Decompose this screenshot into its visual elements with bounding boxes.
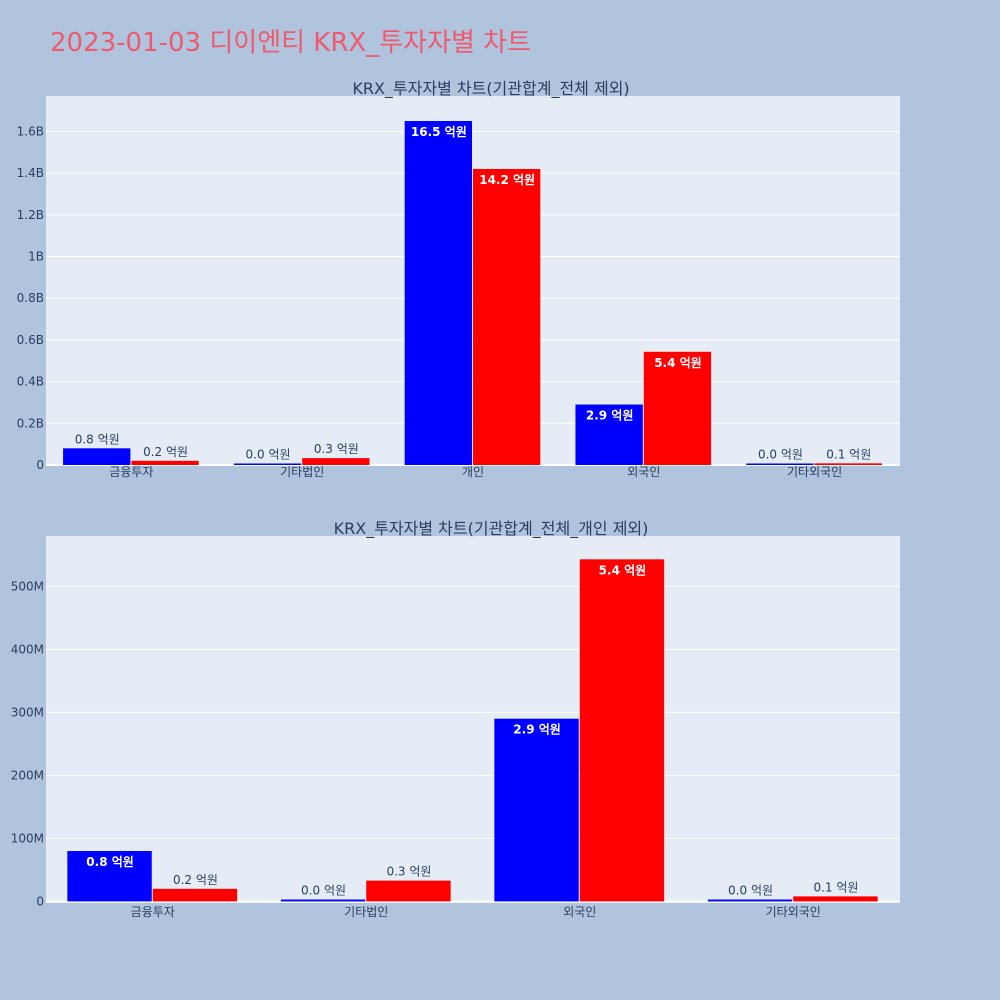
bar[interactable]	[233, 463, 302, 466]
data-label: 5.4 억원	[654, 356, 702, 370]
y-tick-label: 1B	[28, 250, 44, 264]
bar[interactable]	[280, 899, 366, 902]
y-tick-label: 1.2B	[17, 208, 44, 222]
bar[interactable]	[63, 448, 131, 465]
data-label: 5.4 억원	[599, 563, 647, 577]
x-tick-label: 기타법인	[344, 905, 388, 919]
bar[interactable]	[473, 168, 541, 465]
bar[interactable]	[131, 460, 199, 465]
y-tick-label: 300M	[11, 705, 44, 719]
bar[interactable]	[152, 888, 238, 902]
plot-area	[46, 536, 900, 903]
bar[interactable]	[793, 896, 878, 902]
bar[interactable]	[302, 458, 370, 465]
bar[interactable]	[67, 851, 152, 902]
bar[interactable]	[366, 880, 451, 902]
data-label: 0.0 억원	[301, 884, 346, 898]
data-label: 2.9 억원	[513, 723, 561, 737]
x-tick-label: 기타외국인	[787, 465, 842, 479]
data-label: 0.0 억원	[758, 448, 803, 462]
y-tick-label: 500M	[11, 579, 44, 593]
bar[interactable]	[707, 899, 793, 902]
page-title: 2023-01-03 디이엔티 KRX_투자자별 차트	[50, 28, 532, 58]
y-tick-label: 0.4B	[17, 375, 44, 389]
data-label: 0.1 억원	[813, 880, 858, 894]
y-tick-label: 100M	[11, 831, 44, 845]
bar[interactable]	[404, 121, 472, 465]
y-tick-label: 1.4B	[17, 166, 44, 180]
y-tick-label: 0.2B	[17, 416, 44, 430]
y-tick-label: 0.8B	[17, 291, 44, 305]
data-label: 0.1 억원	[826, 447, 871, 461]
data-label: 0.2 억원	[173, 873, 218, 887]
data-label: 0.8 억원	[86, 855, 134, 869]
chart-investor-excluding-individual: KRX_투자자별 차트(기관합계_전체_개인 제외) 0 100M 200M 300M 4…	[11, 519, 900, 919]
bar[interactable]	[814, 463, 882, 465]
data-label: 0.0 억원	[728, 884, 773, 898]
x-tick-label: 금융투자	[109, 465, 153, 479]
data-label: 2.9 억원	[586, 409, 634, 423]
data-label: 0.2 억원	[143, 445, 188, 459]
bar[interactable]	[643, 351, 712, 465]
x-tick-label: 개인	[462, 465, 484, 479]
data-label: 0.8 억원	[75, 432, 120, 446]
chart-title: KRX_투자자별 차트(기관합계_전체 제외)	[352, 79, 629, 99]
bar[interactable]	[575, 404, 643, 465]
y-tick-label: 200M	[11, 768, 44, 782]
x-tick-label: 외국인	[627, 465, 660, 479]
y-tick-label: 0	[36, 458, 44, 472]
data-label: 0.3 억원	[386, 865, 431, 879]
x-tick-label: 금융투자	[131, 905, 175, 919]
chart-investor-all: KRX_투자자별 차트(기관합계_전체 제외) 0 0.2B 0.4B 0.6B 0.8B…	[17, 79, 900, 479]
data-label: 14.2 억원	[479, 173, 535, 187]
x-tick-label: 외국인	[563, 905, 596, 919]
chart-title: KRX_투자자별 차트(기관합계_전체_개인 제외)	[334, 519, 649, 539]
data-label: 0.0 억원	[246, 448, 291, 462]
y-tick-label: 400M	[11, 642, 44, 656]
bar[interactable]	[746, 463, 814, 466]
bar[interactable]	[579, 559, 665, 902]
y-tick-label: 1.6B	[17, 124, 44, 138]
x-tick-label: 기타법인	[280, 465, 324, 479]
bar[interactable]	[494, 718, 579, 902]
data-label: 16.5 억원	[411, 125, 467, 139]
x-tick-label: 기타외국인	[766, 905, 821, 919]
y-tick-label: 0.6B	[17, 333, 44, 347]
data-label: 0.3 억원	[314, 442, 359, 456]
y-tick-label: 0	[36, 894, 44, 908]
